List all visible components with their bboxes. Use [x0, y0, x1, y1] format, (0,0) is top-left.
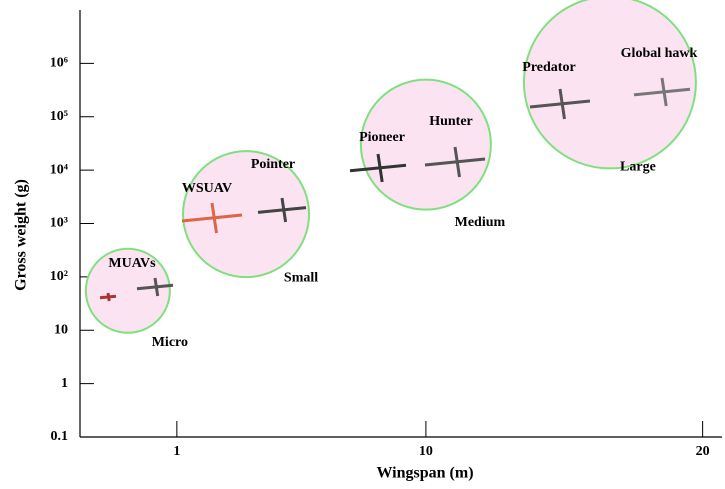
aircraft-label: Global hawk	[621, 46, 698, 61]
x-tick-label: 1	[173, 444, 180, 459]
aircraft-label: Pointer	[251, 157, 295, 172]
y-tick-label: 1	[61, 376, 68, 391]
aircraft-label: MUAVs	[108, 256, 156, 271]
y-tick-label: 0.1	[51, 429, 69, 444]
y-tick-label: 10⁴	[50, 162, 69, 177]
x-tick-label: 10	[419, 444, 433, 459]
y-tick-label: 10³	[50, 216, 68, 231]
group-label: Large	[620, 160, 656, 175]
y-tick-label: 10	[54, 322, 68, 337]
group-label: Micro	[152, 335, 188, 350]
x-tick-label: 20	[696, 444, 710, 459]
bubble	[524, 0, 696, 168]
group-label: Medium	[455, 215, 506, 230]
aircraft-label: Hunter	[429, 114, 473, 129]
group-label: Small	[284, 270, 318, 285]
chart: Wingspan (m) Gross weight (g) 0.1 1 10 10² 1…	[0, 0, 725, 489]
y-tick-label: 10⁵	[50, 109, 68, 124]
aircraft-label: Predator	[522, 60, 575, 75]
y-tick-label: 10⁶	[50, 56, 68, 71]
y-tick-label: 10²	[50, 269, 68, 284]
y-axis-label: Gross weight (g)	[13, 179, 30, 291]
x-axis-label: Wingspan (m)	[376, 465, 473, 482]
aircraft-label: WSUAV	[182, 181, 232, 196]
aircraft-label: Pioneer	[359, 130, 405, 145]
